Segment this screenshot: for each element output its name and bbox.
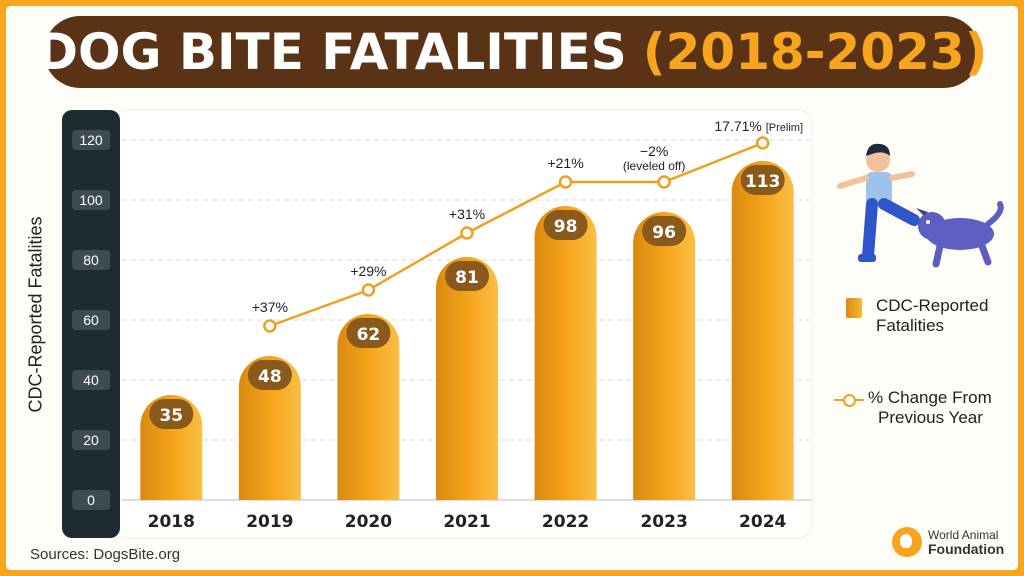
change-label-2022: +21% [547, 155, 583, 171]
x-tick-label-2021: 2021 [443, 512, 490, 532]
x-tick-label-2022: 2022 [542, 512, 589, 532]
y-tick-badge-120 [72, 130, 110, 150]
y-tick-badge-80 [72, 250, 110, 270]
bar-2021 [436, 257, 498, 500]
change-label-2019: +37% [252, 299, 288, 315]
value-badge-2020 [346, 318, 391, 348]
y-tick-badge-0 [72, 490, 110, 510]
bar-2019 [238, 356, 301, 500]
change-line [269, 141, 764, 328]
value-label-2023: 96 [652, 223, 676, 243]
value-label-2018: 35 [159, 406, 183, 426]
legend-line-label-line2: Previous Year [878, 408, 983, 427]
legend-bar-swatch [846, 298, 862, 318]
bar-2024 [731, 161, 794, 500]
y-tick-badge-60 [72, 310, 110, 330]
value-label-2021: 81 [455, 268, 479, 288]
y-tick-label-0: 0 [87, 492, 95, 508]
change-point-1 [361, 283, 376, 297]
logo-line2: Foundation [928, 541, 1005, 557]
paw-logo-icon [892, 527, 922, 557]
title-banner: DOG BITE FATALITIES (2018-2023) [36, 16, 988, 88]
change-label-2020: +29% [350, 263, 386, 279]
value-label-2020: 62 [357, 325, 381, 345]
legend-line-label-line1: % Change From [868, 388, 992, 407]
y-tick-label-100: 100 [79, 192, 103, 208]
person-kicking-dog-illustration [828, 138, 1008, 277]
value-badge-2021 [445, 261, 489, 291]
value-label-2024: 113 [745, 172, 781, 192]
change-point-5 [755, 136, 770, 150]
y-tick-label-20: 20 [83, 432, 99, 448]
source-note: Sources: DogsBite.org [30, 546, 181, 563]
change-point-2 [460, 226, 474, 240]
y-tick-label-80: 80 [83, 252, 99, 268]
change-label-2021: +31% [449, 206, 485, 222]
legend-bars-label-line1: CDC-Reported [876, 296, 989, 315]
legend-line-text: % Change From Previous Year [868, 388, 992, 428]
logo: World Animal Foundation [892, 527, 1004, 557]
value-label-2022: 98 [554, 217, 578, 237]
change-point-3 [558, 175, 573, 189]
x-tick-label-2019: 2019 [246, 512, 293, 532]
legend-bars: CDC-Reported Fatalities [846, 296, 988, 336]
logo-line1: World Animal [928, 528, 999, 542]
y-tick-label-60: 60 [83, 312, 99, 328]
value-badge-2024 [740, 165, 785, 195]
y-tick-badge-40 [72, 370, 110, 390]
change-note-2023: (leveled off) [623, 159, 685, 173]
bar-2020 [337, 314, 400, 500]
value-badge-2023 [642, 216, 687, 246]
legend-line: % Change From Previous Year [834, 388, 992, 428]
change-point-4 [657, 175, 671, 189]
legend-bars-text: CDC-Reported Fatalities [876, 296, 988, 336]
value-label-2019: 48 [258, 367, 282, 387]
value-badge-2022 [543, 210, 588, 240]
title-years: (2018-2023) [642, 23, 988, 81]
y-tick-badge-100 [72, 190, 110, 210]
x-tick-label-2024: 2024 [739, 512, 786, 532]
change-point-0 [263, 319, 277, 333]
x-tick-label-2018: 2018 [148, 512, 195, 532]
bar-2023 [633, 211, 696, 500]
change-label-2024: 17.71% [Prelim] [714, 118, 803, 134]
x-tick-label-2020: 2020 [345, 512, 392, 532]
page-title: DOG BITE FATALITIES [36, 23, 627, 81]
change-label-2023: −2% [640, 143, 668, 159]
legend-bars-label-line2: Fatalities [876, 316, 945, 335]
value-badge-2018 [149, 399, 194, 429]
x-tick-label-2023: 2023 [640, 512, 687, 532]
y-tick-badge-20 [72, 430, 110, 450]
legend-line-marker [834, 390, 864, 410]
y-tick-label-120: 120 [79, 132, 103, 148]
value-badge-2019 [247, 360, 292, 390]
bar-2022 [534, 206, 597, 500]
y-tick-label-40: 40 [83, 372, 99, 388]
